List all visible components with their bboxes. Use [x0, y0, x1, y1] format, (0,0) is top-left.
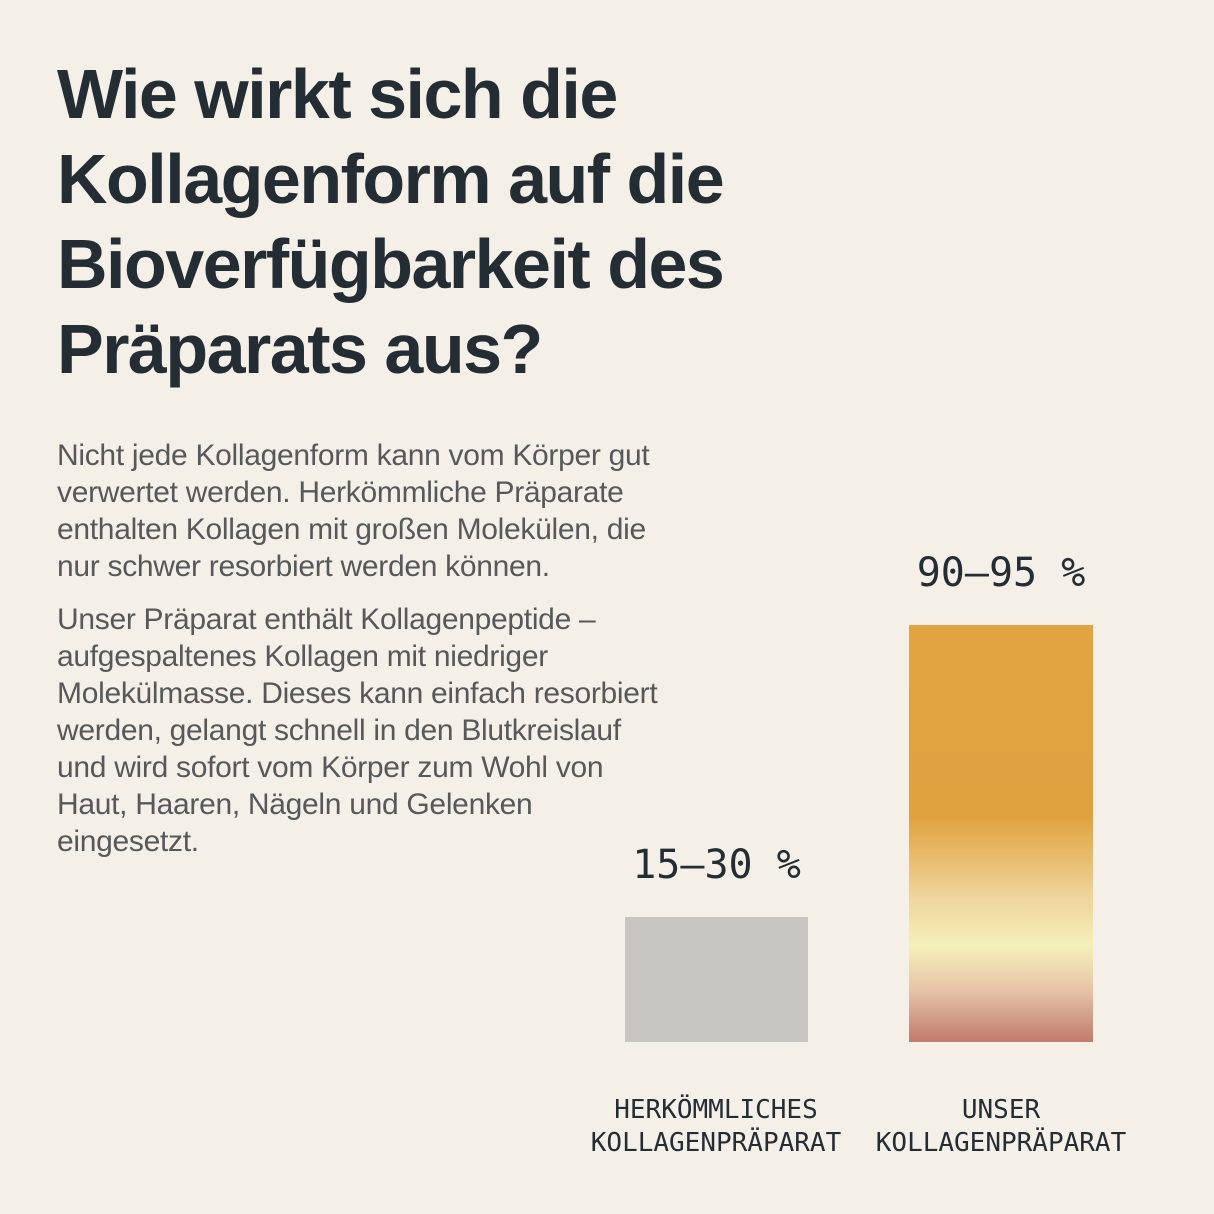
conventional-bar-value-label: 15–30 %	[632, 842, 801, 888]
our-product-bar-group: 90–95 %	[909, 549, 1093, 1042]
conventional-bar-group: 15–30 %	[625, 841, 808, 1042]
conventional-bar-category-label: HERKÖMMLICHES KOLLAGENPRÄPARAT	[590, 1095, 842, 1158]
conventional-bar	[625, 917, 808, 1042]
our-product-bar-value-label: 90–95 %	[916, 550, 1086, 596]
our-product-bar	[909, 625, 1093, 1042]
product-paragraph: Unser Präparat enthält Kollagenpeptide –…	[57, 603, 658, 858]
intro-paragraph: Nicht jede Kollagenform kann vom Körper …	[57, 439, 650, 583]
our-product-bar-category-label: UNSER KOLLAGENPRÄPARAT	[875, 1095, 1127, 1158]
page-title: Wie wirkt sich die Kollagenform auf die …	[57, 55, 725, 388]
